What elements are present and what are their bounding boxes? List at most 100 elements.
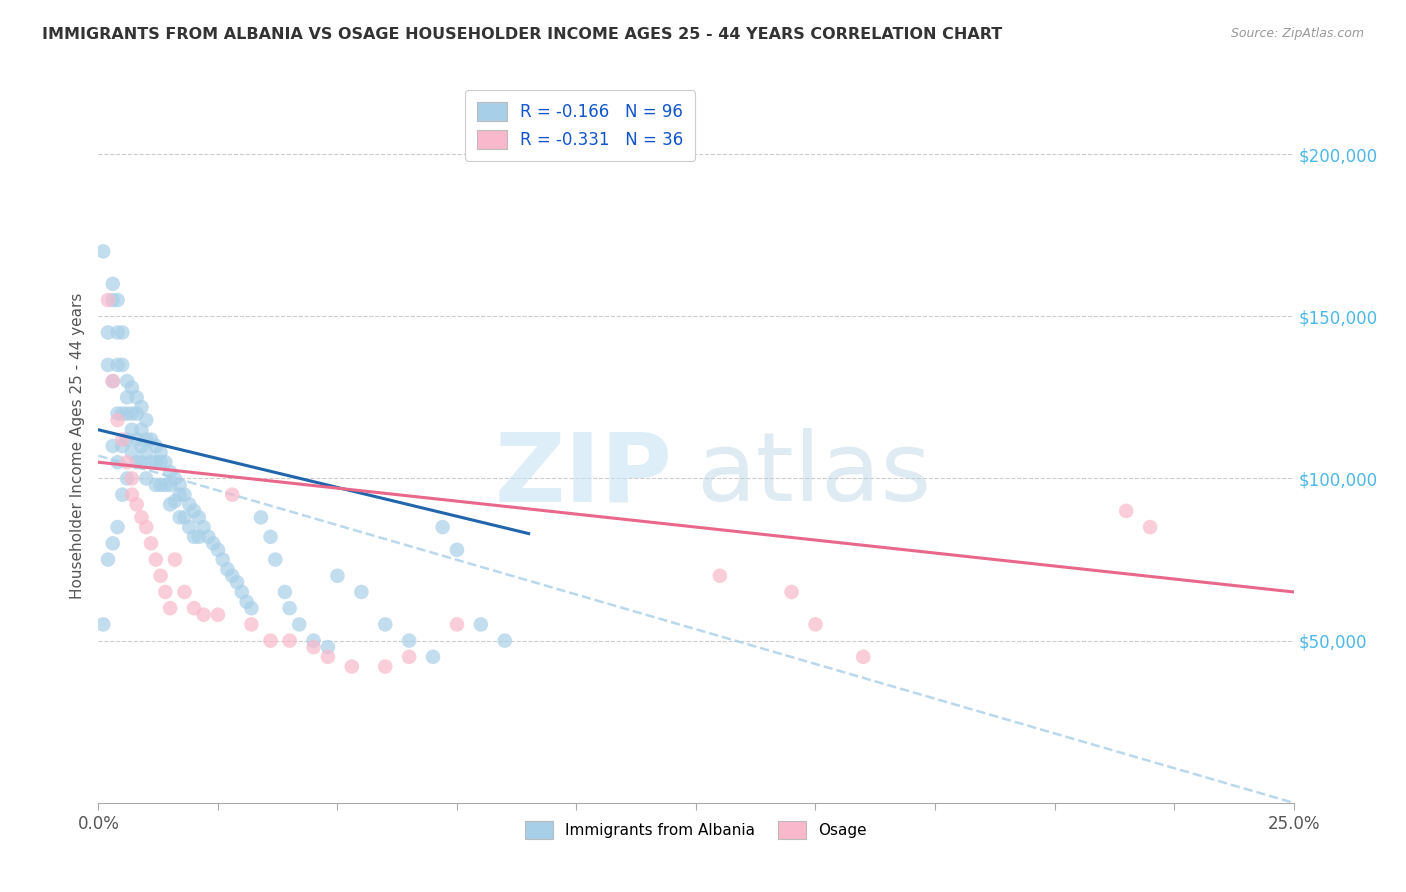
Point (121, 471, 143, 485)
Point (115, 407, 138, 421)
Point (145, 552, 167, 566)
Point (398, 633, 420, 648)
Point (107, 520, 129, 534)
Point (97, 293, 120, 307)
Point (374, 617, 396, 632)
Point (115, 374, 138, 388)
Point (211, 552, 233, 566)
Point (121, 381, 143, 395)
Point (804, 617, 827, 632)
Point (111, 358, 134, 372)
Point (494, 633, 516, 648)
Point (125, 455, 148, 469)
Point (288, 617, 311, 632)
Point (207, 542, 229, 557)
Point (163, 552, 186, 566)
Point (221, 488, 243, 502)
Point (183, 530, 205, 544)
Point (145, 478, 167, 492)
Text: IMMIGRANTS FROM ALBANIA VS OSAGE HOUSEHOLDER INCOME AGES 25 - 44 YEARS CORRELATI: IMMIGRANTS FROM ALBANIA VS OSAGE HOUSEHO… (42, 27, 1002, 42)
Point (101, 374, 124, 388)
Point (135, 445, 157, 459)
Point (159, 478, 181, 492)
Point (131, 400, 153, 414)
Point (125, 497, 148, 511)
Point (780, 585, 803, 599)
Text: Source: ZipAtlas.com: Source: ZipAtlas.com (1230, 27, 1364, 40)
Point (135, 433, 157, 447)
Point (187, 530, 209, 544)
Point (101, 374, 124, 388)
Point (149, 568, 172, 582)
Point (183, 504, 205, 518)
Point (159, 497, 181, 511)
Point (107, 293, 129, 307)
Point (179, 497, 201, 511)
Point (139, 536, 162, 550)
Text: atlas: atlas (696, 428, 931, 521)
Point (101, 536, 124, 550)
Point (155, 455, 177, 469)
Point (121, 488, 143, 502)
Point (155, 585, 177, 599)
Point (316, 649, 339, 664)
Point (139, 433, 162, 447)
Point (97, 552, 120, 566)
Point (111, 326, 134, 340)
Point (125, 407, 148, 421)
Point (169, 488, 191, 502)
Point (302, 633, 325, 648)
Point (159, 601, 181, 615)
Point (149, 478, 172, 492)
Point (259, 530, 281, 544)
Point (149, 455, 172, 469)
Point (125, 390, 148, 404)
Point (107, 455, 129, 469)
Legend: Immigrants from Albania, Osage: Immigrants from Albania, Osage (519, 815, 873, 845)
Point (111, 433, 134, 447)
Point (240, 617, 263, 632)
Point (155, 478, 177, 492)
Point (97, 326, 120, 340)
Point (470, 617, 492, 632)
Point (278, 633, 301, 648)
Point (107, 407, 129, 421)
Point (163, 471, 186, 485)
Point (183, 601, 205, 615)
Point (121, 407, 143, 421)
Y-axis label: Householder Income Ages 25 - 44 years: Householder Income Ages 25 - 44 years (69, 293, 84, 599)
Point (107, 413, 129, 427)
Point (121, 445, 143, 459)
Point (107, 326, 129, 340)
Point (135, 471, 157, 485)
Point (446, 617, 468, 632)
Point (145, 455, 167, 469)
Point (207, 607, 229, 622)
Point (709, 568, 731, 582)
Point (115, 390, 138, 404)
Point (101, 439, 124, 453)
Point (852, 649, 875, 664)
Point (139, 455, 162, 469)
Point (278, 601, 301, 615)
Point (121, 423, 143, 437)
Point (107, 358, 129, 372)
Point (1139, 520, 1161, 534)
Point (135, 520, 157, 534)
Point (131, 455, 153, 469)
Point (115, 455, 138, 469)
Point (135, 413, 157, 427)
Point (131, 439, 153, 453)
Point (235, 595, 257, 609)
Point (1115, 504, 1137, 518)
Point (398, 649, 420, 664)
Point (169, 510, 191, 524)
Point (374, 659, 396, 673)
Point (173, 585, 195, 599)
Point (193, 607, 215, 622)
Point (350, 585, 373, 599)
Point (187, 510, 209, 524)
Point (115, 433, 138, 447)
Text: ZIP: ZIP (494, 428, 672, 521)
Point (226, 575, 249, 590)
